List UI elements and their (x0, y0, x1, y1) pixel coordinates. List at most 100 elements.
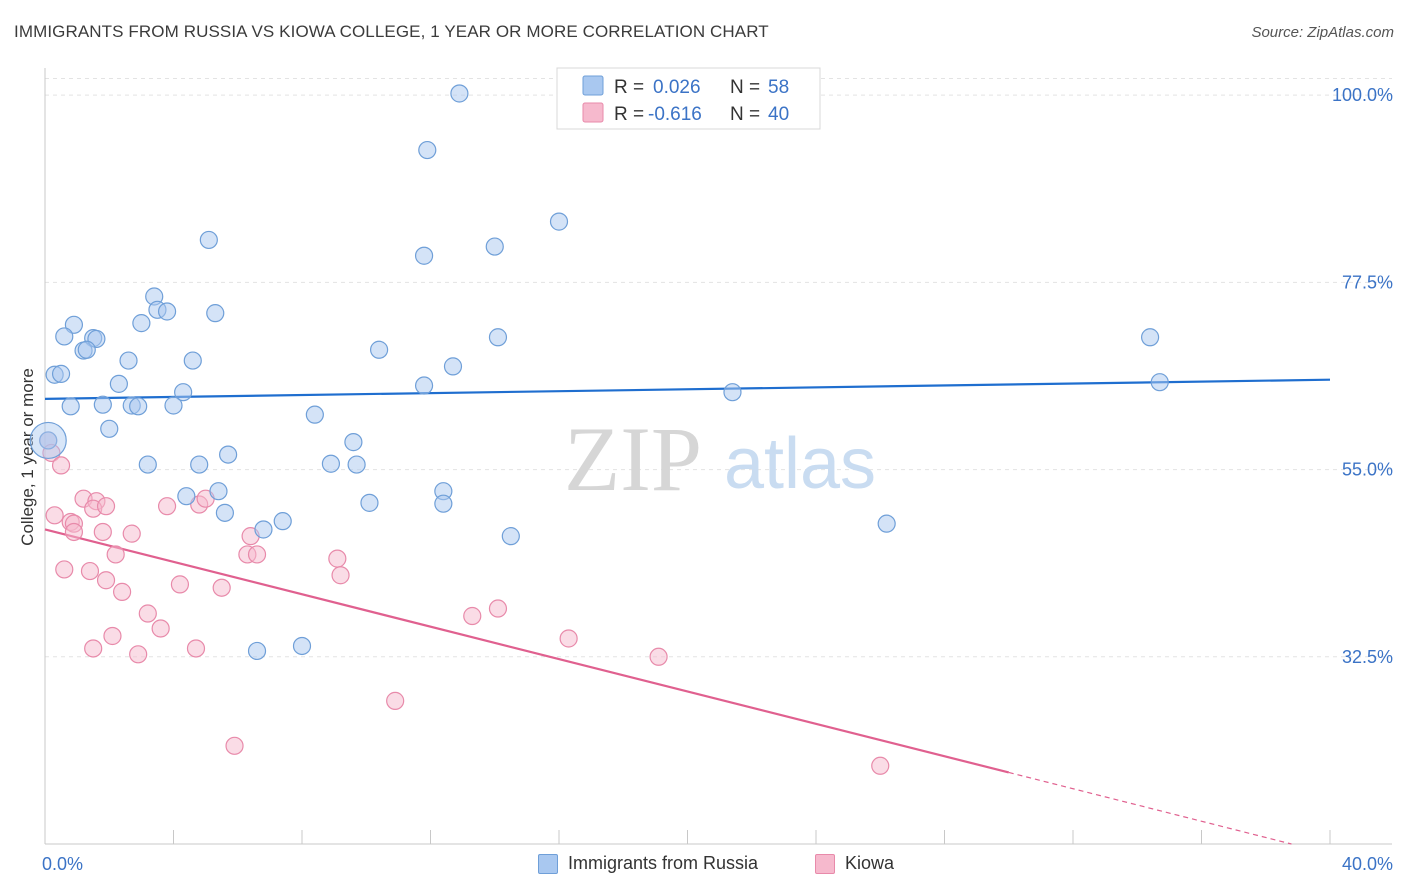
y-tick-label: 100.0% (1332, 85, 1393, 105)
watermark-zip: ZIP (564, 408, 702, 510)
russia-point (51, 364, 71, 383)
russia-point (305, 405, 324, 424)
russia-point (414, 246, 434, 265)
legend-item-kiowa[interactable]: Kiowa (815, 853, 894, 874)
kiowa-point (45, 506, 64, 525)
kiowa-point (93, 522, 112, 542)
kiowa-point (212, 578, 231, 597)
kiowa-point (55, 560, 74, 579)
y-tick-label: 77.5% (1342, 272, 1393, 292)
russia-point (138, 455, 157, 474)
kiowa-point (649, 647, 668, 666)
russia-point (164, 396, 183, 415)
russia-point (370, 340, 389, 359)
kiowa-point (138, 604, 157, 623)
chart-title: IMMIGRANTS FROM RUSSIA VS KIOWA COLLEGE,… (14, 22, 769, 41)
russia-point (247, 641, 267, 661)
kiowa-point (84, 639, 103, 658)
x-tick-label-min: 0.0% (42, 854, 83, 874)
kiowa-point (96, 497, 116, 516)
russia-point (292, 636, 312, 656)
russia-point (132, 314, 151, 333)
legend-n-label-2: N = (730, 104, 760, 125)
russia-point (488, 328, 508, 347)
legend-r-label-2: R = (614, 104, 644, 125)
russia-point (174, 383, 193, 402)
kiowa-trend-line (44, 528, 1010, 774)
kiowa-point (51, 456, 71, 475)
watermark-atlas: atlas (724, 424, 876, 504)
legend-n-value-2: 40 (768, 104, 789, 125)
kiowa-trend-extension (1008, 771, 1292, 845)
kiowa-point (112, 582, 132, 601)
russia-point (1140, 328, 1160, 347)
russia-point (418, 140, 437, 160)
russia-point (157, 302, 177, 321)
legend-blue-swatch (582, 75, 604, 96)
legend-label-russia: Immigrants from Russia (568, 853, 759, 873)
y-tick-label: 55.0% (1342, 460, 1393, 480)
russia-point (549, 212, 569, 231)
kiowa-point (488, 599, 508, 618)
russia-point (877, 514, 896, 533)
russia-point-large (29, 421, 67, 460)
kiowa-point (106, 545, 125, 564)
tick-labels: 32.5% 55.0% 77.5% 100.0% 0.0% 40.0% (42, 85, 1393, 874)
russia-point (119, 351, 138, 370)
data-points (29, 84, 1169, 775)
legend-swatch-russia (538, 853, 558, 874)
russia-point (501, 527, 520, 546)
kiowa-point (103, 626, 122, 646)
kiowa-point (157, 497, 177, 516)
legend-pink-swatch (582, 102, 604, 123)
kiowa-point (96, 571, 116, 590)
russia-point (215, 503, 234, 522)
legend-r-value-2: -0.616 (648, 104, 702, 125)
kiowa-point (559, 629, 578, 648)
russia-point (64, 315, 84, 334)
kiowa-point (170, 575, 190, 594)
kiowa-point (186, 639, 206, 658)
russia-point (434, 494, 453, 513)
kiowa-point (328, 549, 347, 568)
kiowa-point (463, 606, 482, 626)
kiowa-point (871, 756, 890, 775)
kiowa-point (129, 645, 148, 664)
russia-point (199, 230, 218, 250)
legend-item-russia[interactable]: Immigrants from Russia (538, 853, 758, 874)
kiowa-point (331, 566, 350, 585)
russia-point (61, 397, 80, 416)
kiowa-point (122, 524, 141, 543)
russia-point (723, 383, 742, 402)
russia-point (344, 433, 363, 452)
russia-point (209, 482, 228, 501)
russia-point (129, 397, 148, 416)
trend-lines (44, 378, 1331, 845)
russia-point (100, 419, 119, 438)
russia-point (450, 84, 469, 103)
russia-point (93, 395, 112, 414)
legend-n-value-1: 58 (768, 77, 789, 98)
russia-point (109, 374, 128, 393)
russia-point (190, 455, 209, 474)
axes (44, 68, 1392, 845)
russia-point (443, 357, 463, 376)
x-tick-label-max: 40.0% (1342, 854, 1393, 874)
gridlines (45, 78, 1392, 658)
russia-point (254, 520, 273, 539)
russia-trend-line (44, 378, 1331, 400)
legend-n-label-1: N = (730, 77, 760, 98)
russia-point (39, 431, 58, 450)
russia-point (183, 351, 202, 370)
russia-point (414, 376, 434, 395)
russia-point (1150, 373, 1169, 392)
series-legend: Immigrants from Russia Kiowa (0, 850, 1406, 880)
russia-point (177, 487, 196, 506)
kiowa-point (151, 619, 170, 638)
kiowa-point (386, 691, 405, 710)
stats-legend: R = 0.026 N = 58 R = -0.616 N = 40 (556, 67, 821, 130)
russia-point (219, 445, 238, 464)
russia-point (55, 327, 74, 346)
